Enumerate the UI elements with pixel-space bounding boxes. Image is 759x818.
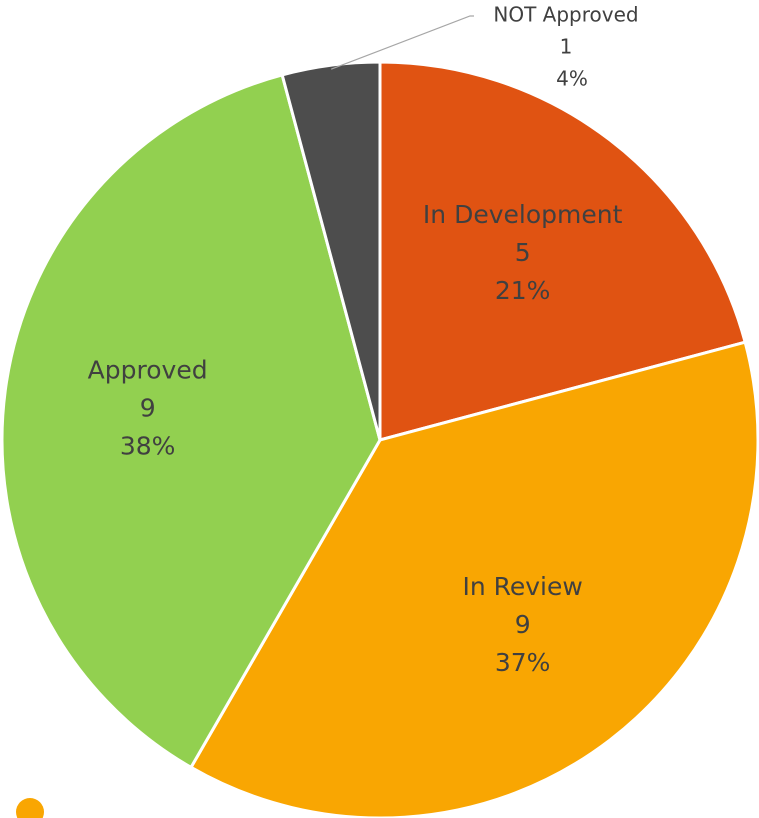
data-label: In Review — [462, 572, 582, 601]
pie-slice — [280, 60, 382, 441]
pie-slice — [378, 60, 747, 442]
data-label: 9 — [515, 610, 531, 639]
data-label: 9 — [140, 393, 156, 422]
legend-marker — [16, 798, 44, 818]
data-label: In Development — [423, 200, 623, 229]
data-label: 5 — [515, 238, 531, 267]
data-label: 37% — [495, 648, 551, 677]
data-label: 38% — [120, 431, 176, 460]
data-label: 1 — [560, 35, 573, 59]
data-label: Approved — [88, 355, 208, 384]
data-label: 4% — [556, 67, 588, 91]
leader-line — [330, 15, 474, 70]
pie-slice — [0, 73, 382, 770]
data-label: NOT Approved — [493, 3, 638, 27]
data-label: 21% — [495, 276, 551, 305]
pie-slice — [188, 340, 759, 818]
